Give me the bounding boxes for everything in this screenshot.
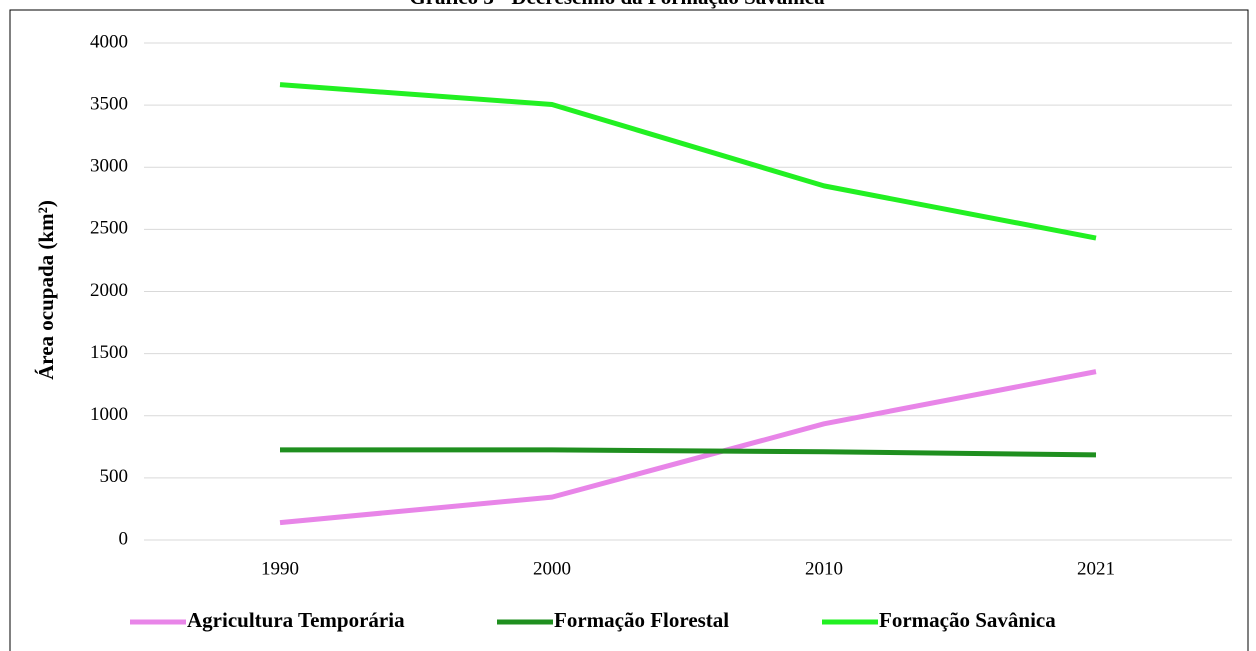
- legend-label: Agricultura Temporária: [187, 608, 405, 632]
- frame: [9, 9, 1249, 651]
- series-line: [279, 82, 1097, 241]
- y-tick-label: 0: [119, 528, 129, 549]
- chart-title: Gráfico 3 - Decréscimo da Formação Savân…: [409, 0, 825, 9]
- x-tick-label: 2021: [1077, 558, 1115, 579]
- series-line: [280, 447, 1097, 458]
- y-tick-label: 1500: [90, 342, 128, 363]
- y-axis-label: Área ocupada (km²): [34, 200, 58, 380]
- y-tick-label: 4000: [90, 31, 128, 52]
- y-tick-label: 1000: [90, 404, 128, 425]
- y-tick-label: 2000: [90, 280, 128, 301]
- legend-label: Formação Florestal: [554, 608, 729, 632]
- x-tick-label: 2000: [533, 558, 571, 579]
- legend-label: Formação Savânica: [879, 608, 1056, 632]
- x-tick-label: 2010: [805, 558, 843, 579]
- series-line: [279, 369, 1097, 526]
- y-tick-label: 2500: [90, 218, 128, 239]
- y-tick-label: 3000: [90, 156, 128, 177]
- y-tick-label: 500: [100, 466, 129, 487]
- x-tick-label: 1990: [261, 558, 299, 579]
- y-tick-label: 3500: [90, 93, 128, 114]
